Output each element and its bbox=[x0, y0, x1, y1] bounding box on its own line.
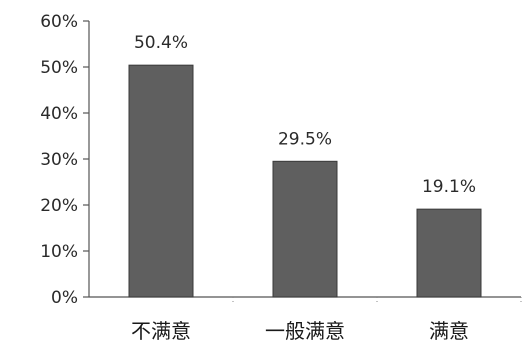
y-axis: 0% 10% 20% 30% 40% 50% 60% bbox=[40, 12, 90, 308]
data-label: 19.1% bbox=[422, 177, 476, 197]
bar bbox=[128, 64, 194, 298]
y-tick-label: 50% bbox=[40, 58, 78, 78]
y-tick-label: 20% bbox=[40, 196, 78, 216]
bar bbox=[416, 208, 482, 298]
data-label: 50.4% bbox=[134, 33, 188, 53]
y-tick-label: 0% bbox=[51, 288, 78, 308]
y-tick-label: 60% bbox=[40, 12, 78, 32]
y-tick-label: 40% bbox=[40, 104, 78, 124]
x-category-label: 一般满意 bbox=[265, 319, 345, 343]
x-category-label: 满意 bbox=[429, 319, 469, 343]
x-category-label: 不满意 bbox=[131, 319, 191, 343]
data-labels: 50.4% 29.5% 19.1% bbox=[134, 33, 476, 197]
bar bbox=[272, 160, 338, 298]
data-label: 29.5% bbox=[278, 129, 332, 149]
y-tick-label: 30% bbox=[40, 150, 78, 170]
x-axis: 不满意 一般满意 满意 bbox=[89, 296, 522, 343]
y-tick-label: 10% bbox=[40, 242, 78, 262]
bars bbox=[128, 64, 482, 298]
